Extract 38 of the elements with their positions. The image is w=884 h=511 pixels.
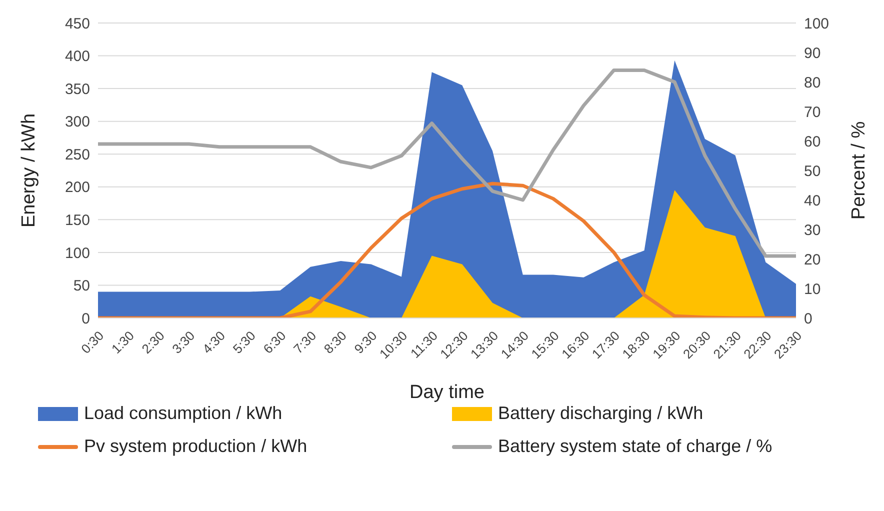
x-tick-label: 1:30 [108,328,137,357]
x-tick-label: 4:30 [200,328,228,357]
x-tick-label: 7:30 [290,328,320,357]
y2-tick-label: 90 [804,44,821,62]
y-tick-label: 450 [64,15,90,32]
y-tick-label: 400 [64,48,90,66]
legend-label: Load consumption / kWh [84,403,282,424]
y-tick-label: 100 [64,244,90,262]
legend-label: Battery discharging / kWh [498,403,704,424]
line-series [96,68,798,258]
y2-axis-title: Percent / % [848,121,870,220]
y2-tick-label: 80 [804,74,821,92]
y2-tick-label: 100 [804,15,830,32]
y-tick-label: 150 [64,212,90,229]
y-tick-label: 300 [64,114,90,131]
x-tick-label: 8:30 [320,328,350,357]
y2-tick-label: 40 [804,192,821,210]
x-tick-label: 9:30 [351,328,380,357]
x-tick-label: 3:30 [169,328,198,357]
y-tick-label: 350 [64,80,90,98]
y-axis-title: Energy / kWh [18,113,40,228]
y-tick-label: 50 [73,278,90,295]
legend-label: Pv system production / kWh [84,436,308,457]
x-axis-title: Day time [410,382,484,403]
y2-tick-label: 50 [804,162,821,180]
y-tick-label: 200 [64,179,90,196]
y2-tick-label: 30 [804,222,821,239]
y2-tick-label: 60 [804,133,821,150]
x-tick-label: 0:30 [78,328,107,357]
y-tick-label: 0 [82,310,90,328]
y2-tick-label: 70 [804,104,821,121]
x-tick-label: 5:30 [230,328,258,357]
y-tick-label: 250 [64,146,90,164]
y2-tick-label: 0 [804,310,812,328]
y2-tick-label: 20 [804,251,821,268]
legend-label: Battery system state of charge / % [498,436,772,457]
x-tick-label: 6:30 [260,328,289,357]
y2-tick-label: 10 [804,280,821,298]
